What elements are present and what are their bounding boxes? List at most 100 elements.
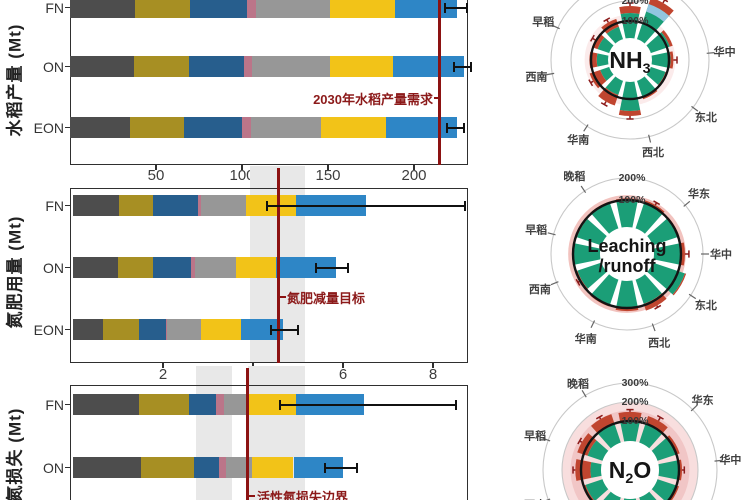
- y-tick: [65, 403, 70, 406]
- x-tick-label: 200: [401, 167, 427, 184]
- region-label: 西南: [525, 69, 547, 83]
- lightblue-wedge: [646, 4, 670, 22]
- bar-segment: [130, 117, 184, 138]
- red-wedge: [648, 0, 674, 16]
- ring-percent-label: 100%: [622, 15, 650, 27]
- bar-segment: [247, 0, 256, 18]
- red-wedge: [619, 5, 641, 14]
- bar-segment: [73, 457, 141, 478]
- bar-segment: [243, 56, 253, 77]
- red-wedge: [598, 87, 619, 106]
- red-wedge: [669, 51, 674, 69]
- whisker-cap: [656, 414, 664, 420]
- error-cap: [466, 2, 469, 13]
- bar-segment: [198, 195, 202, 216]
- teal-wedge: [645, 32, 670, 54]
- region-label: 晚稻: [567, 376, 589, 390]
- y-tick: [65, 6, 70, 9]
- teal-wedge: [619, 80, 641, 112]
- teal-wedge: [597, 37, 615, 54]
- teal-wedge: [616, 279, 638, 308]
- reference-label-dash: [249, 495, 255, 498]
- reference-label-n-fertilizer: 氮肥减量目标: [287, 291, 366, 306]
- bar-segment: [138, 319, 166, 340]
- whisker-cap: [654, 304, 662, 310]
- error-cap: [454, 399, 457, 410]
- error-bar: [316, 266, 348, 269]
- bar-segment: [183, 117, 242, 138]
- bar-segment: [321, 117, 387, 138]
- ring-100pct: [571, 198, 683, 310]
- teal-wedge: [585, 478, 610, 500]
- bar-segment: [139, 394, 190, 415]
- bar-segment: [226, 457, 252, 478]
- bar-segment: [73, 257, 118, 278]
- x-tick: [432, 363, 434, 368]
- label-tick: [583, 124, 589, 132]
- label-tick: [648, 134, 652, 143]
- y-tick: [65, 126, 70, 129]
- region-label: 华中: [714, 45, 736, 59]
- teal-wedge: [646, 262, 685, 295]
- teal-wedge: [635, 202, 663, 235]
- bar-segment: [70, 56, 134, 77]
- error-cap: [346, 262, 349, 273]
- whisker-cap: [589, 34, 595, 42]
- teal-wedge: [650, 51, 671, 69]
- region-label: 西北: [642, 145, 664, 159]
- region-label: 华南: [567, 133, 589, 147]
- teal-wedge: [638, 490, 657, 500]
- whisker-cap: [588, 79, 594, 87]
- center-label-leaching: Leaching: [587, 236, 666, 256]
- grid-ring: [550, 0, 710, 140]
- row-label-fn: FN: [45, 197, 64, 214]
- bar-segment: [73, 319, 103, 340]
- bar-segment: [73, 394, 140, 415]
- label-tick: [683, 200, 691, 207]
- bar-segment: [393, 56, 464, 77]
- error-cap: [265, 200, 268, 211]
- x-tick: [162, 363, 164, 368]
- region-label: 早稻: [525, 223, 547, 237]
- teal-wedge: [603, 490, 622, 500]
- ring-100pct: [589, 19, 671, 101]
- bar-segment: [118, 195, 154, 216]
- bar-segment: [102, 319, 139, 340]
- label-tick: [552, 24, 560, 30]
- reference-label-dash: [434, 97, 440, 100]
- error-cap: [355, 462, 358, 473]
- plot-frame-n-fertilizer: [70, 188, 468, 363]
- bar-segment: [153, 257, 191, 278]
- label-tick: [546, 72, 555, 76]
- region-label: 西北: [648, 335, 670, 349]
- label-tick: [688, 293, 697, 300]
- bar-segment: [252, 56, 330, 77]
- region-label: 早稻: [524, 428, 546, 442]
- x-tick-label: 50: [147, 167, 165, 184]
- error-bar: [446, 126, 464, 129]
- teal-wedge: [616, 200, 638, 229]
- grid-ring: [542, 382, 718, 500]
- ring-100pct: [579, 419, 681, 500]
- bar-segment: [329, 0, 396, 18]
- teal-wedge: [620, 421, 640, 443]
- reference-line-rice-yield: [438, 0, 442, 165]
- error-cap: [445, 122, 448, 133]
- bar-segment: [190, 257, 196, 278]
- label-tick: [706, 51, 715, 54]
- teal-wedge: [620, 12, 640, 40]
- bar-segment: [219, 457, 227, 478]
- bar-segment: [242, 117, 251, 138]
- y-tick: [65, 204, 70, 207]
- region-label: 华东: [692, 393, 714, 407]
- teal-wedge: [605, 75, 624, 95]
- reference-line-n-loss: [245, 368, 249, 500]
- region-label: 早稻: [532, 14, 554, 28]
- teal-wedge: [635, 273, 662, 304]
- error-cap: [462, 122, 465, 133]
- center-disc: [600, 227, 654, 281]
- region-label: 东北: [695, 110, 717, 124]
- label-tick: [691, 105, 699, 112]
- bar-segment: [224, 394, 249, 415]
